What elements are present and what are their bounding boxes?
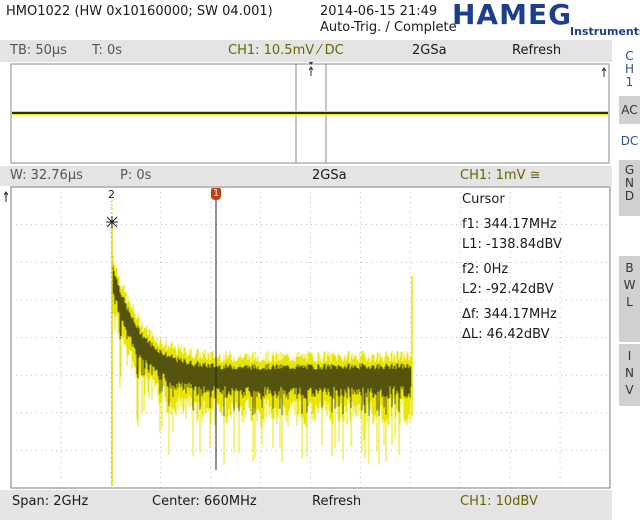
overview-panel (0, 58, 612, 166)
overview-svg (10, 58, 610, 164)
cursor-2-crosshair-icon (106, 216, 118, 228)
cursor-l2: L2: -92.42dBV (462, 282, 554, 297)
spectrum-trace (111, 226, 413, 486)
spectrum-panel (0, 186, 612, 490)
spectrum-mode[interactable]: Refresh (312, 494, 362, 509)
cursor-2-marker[interactable]: 2 (108, 188, 115, 201)
level-arrow-icon (3, 191, 9, 202)
zoom-position[interactable]: P: 0s (120, 168, 152, 183)
cursor-delta-f: Δf: 344.17MHz (462, 307, 557, 322)
zoom-ch1-setting[interactable]: CH1: 1mV ≅ (460, 168, 541, 183)
cursor-f2: f2: 0Hz (462, 262, 509, 277)
span-setting[interactable]: Span: 2GHz (12, 494, 89, 509)
spectrum-noise-average (112, 266, 413, 417)
acq-mode[interactable]: Refresh (512, 43, 562, 58)
cursor-delta-l: ΔL: 46.42dBV (462, 327, 550, 342)
spectrum-bottom-bar (0, 490, 612, 520)
zoom-window-width[interactable]: W: 32.76µs (10, 168, 83, 183)
ch1-setting[interactable]: CH1: 10.5mV ⁄ DC (228, 43, 344, 58)
zoom-bar (0, 166, 612, 186)
cursor-l1: L1: -138.84dBV (462, 237, 562, 252)
trigger-status: Auto-Trig. / Complete (320, 20, 457, 35)
device-info: HMO1022 (HW 0x10160000; SW 04.001) (6, 4, 273, 19)
trigger-time[interactable]: T: 0s (92, 43, 123, 58)
spectrum-grid (11, 187, 610, 488)
timebase-bar (0, 40, 612, 62)
logo-word: HAMEG (452, 0, 573, 31)
side-dc-button[interactable]: DC (619, 126, 640, 156)
spectrum-ch1-scale[interactable]: CH1: 10dBV (460, 494, 538, 509)
level-arrow-icon (601, 67, 607, 77)
cursor-title: Cursor (462, 192, 505, 207)
cursor-1-marker[interactable]: 1 (211, 188, 221, 200)
side-ac-button[interactable]: AC (619, 96, 640, 124)
timebase[interactable]: TB: 50µs (10, 43, 67, 58)
center-setting[interactable]: Center: 660MHz (152, 494, 257, 509)
zoom-sample-rate: 2GSa (312, 168, 347, 183)
sample-rate: 2GSa (412, 43, 447, 58)
datetime: 2014-06-15 21:49 (320, 4, 438, 19)
hameg-logo: HAMEG Instruments (452, 0, 640, 39)
spectrum-svg (3, 186, 611, 489)
cursor-f1: f1: 344.17MHz (462, 217, 557, 232)
logo-sub: Instruments (570, 25, 640, 38)
